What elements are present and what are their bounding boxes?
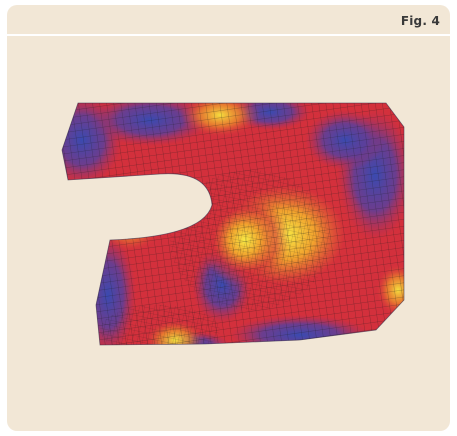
mesh-outline bbox=[61, 102, 405, 346]
figure-label: Fig. 4 bbox=[400, 14, 440, 28]
header-divider bbox=[7, 34, 450, 36]
contour-field bbox=[62, 103, 404, 345]
